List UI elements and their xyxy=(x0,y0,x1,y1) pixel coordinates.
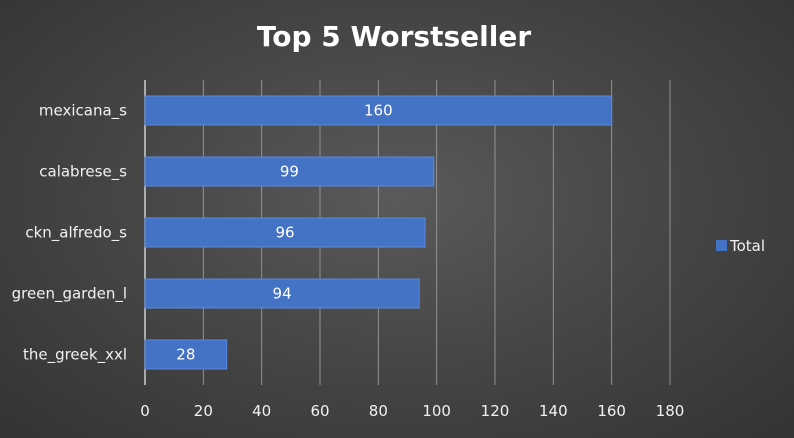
x-tick-label: 80 xyxy=(369,402,388,420)
x-tick-label: 120 xyxy=(481,402,510,420)
x-tick-label: 60 xyxy=(310,402,329,420)
category-label: mexicana_s xyxy=(39,102,127,121)
x-tick-label: 0 xyxy=(140,402,150,420)
category-label: green_garden_l xyxy=(12,285,127,304)
category-label: calabrese_s xyxy=(39,163,127,182)
x-tick-label: 40 xyxy=(252,402,271,420)
bar xyxy=(144,278,420,309)
data-label: 28 xyxy=(176,346,195,364)
legend-label: Total xyxy=(729,237,765,255)
data-label: 96 xyxy=(275,224,294,242)
chart-title: Top 5 Worstseller xyxy=(257,20,531,53)
category-label: the_greek_xxl xyxy=(23,346,127,365)
bar xyxy=(144,217,426,248)
bars xyxy=(144,95,613,370)
data-labels: 160 99 96 94 28 xyxy=(176,102,392,364)
legend: Total xyxy=(716,237,765,255)
data-label: 160 xyxy=(364,102,393,120)
bar xyxy=(144,156,435,187)
x-tick-label: 20 xyxy=(194,402,213,420)
legend-swatch xyxy=(716,240,727,251)
data-label: 99 xyxy=(280,163,299,181)
category-label: ckn_alfredo_s xyxy=(25,224,127,243)
data-label: 94 xyxy=(273,285,292,303)
bar xyxy=(144,339,228,370)
x-tick-label: 100 xyxy=(422,402,451,420)
bar xyxy=(144,95,613,126)
x-tick-label: 140 xyxy=(539,402,568,420)
x-tick-labels: 0 20 40 60 80 100 120 140 160 180 xyxy=(140,402,684,420)
x-tick-label: 180 xyxy=(656,402,685,420)
x-tick-label: 160 xyxy=(597,402,626,420)
category-labels: mexicana_s calabrese_s ckn_alfredo_s green_… xyxy=(12,102,128,365)
